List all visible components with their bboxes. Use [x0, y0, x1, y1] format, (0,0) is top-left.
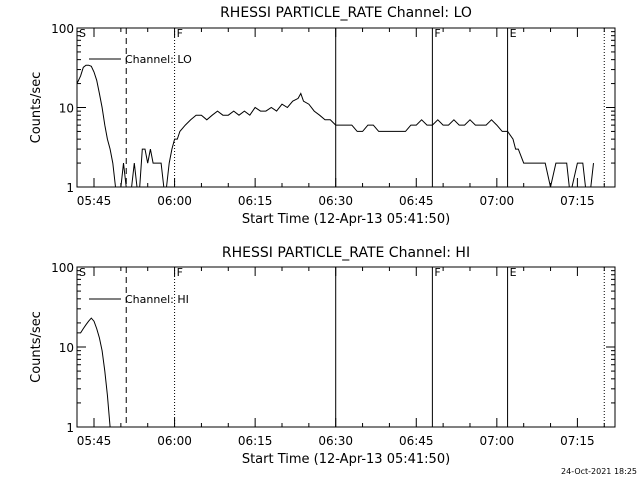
x-tick-label: 06:30	[318, 194, 353, 208]
plot-frame	[76, 266, 616, 428]
x-tick-label: 06:45	[399, 434, 434, 448]
y-tick-label: 100	[51, 22, 74, 36]
x-tick-label: 06:00	[157, 194, 192, 208]
legend-label: Channel: HI	[125, 293, 189, 306]
event-marker-label: F	[434, 266, 440, 279]
y-tick-label: 10	[59, 341, 74, 355]
event-marker-label: F	[177, 266, 183, 279]
event-marker-label: F	[434, 27, 440, 40]
legend-label: Channel: LO	[125, 53, 192, 66]
footer-timestamp: 24-Oct-2021 18:25	[561, 467, 637, 476]
x-tick-label: 05:45	[77, 194, 112, 208]
y-axis-label: Counts/sec	[29, 311, 44, 383]
x-tick-label: 05:45	[77, 434, 112, 448]
y-tick-label: 10	[59, 102, 74, 116]
x-tick-label: 07:00	[480, 194, 515, 208]
x-tick-label: 06:00	[157, 434, 192, 448]
x-tick-label: 07:00	[480, 434, 515, 448]
event-marker-label: E	[510, 266, 517, 279]
chart-title: RHESSI PARTICLE_RATE Channel: LO	[220, 5, 472, 21]
x-tick-label: 07:15	[560, 434, 595, 448]
x-tick-label: 06:45	[399, 194, 434, 208]
y-tick-label: 100	[51, 261, 74, 275]
event-marker-label: E	[510, 27, 517, 40]
x-tick-label: 06:15	[238, 434, 273, 448]
event-marker-label: S	[79, 266, 86, 279]
y-axis-label: Counts/sec	[29, 72, 44, 144]
series-line	[76, 64, 594, 188]
chart-title: RHESSI PARTICLE_RATE Channel: HI	[222, 245, 470, 261]
event-marker-label: S	[79, 27, 86, 40]
x-tick-label: 06:30	[318, 434, 353, 448]
chart-panel-lo: RHESSI PARTICLE_RATE Channel: LO 1 10 100 05…	[29, 5, 616, 227]
y-tick-label: 1	[66, 181, 74, 195]
event-marker-label: F	[177, 27, 183, 40]
x-axis-label: Start Time (12-Apr-13 05:41:50)	[242, 452, 450, 467]
x-axis-label: Start Time (12-Apr-13 05:41:50)	[242, 212, 450, 227]
x-tick-label: 07:15	[560, 194, 595, 208]
y-tick-label: 1	[66, 421, 74, 435]
x-tick-label: 06:15	[238, 194, 273, 208]
series-line	[77, 317, 111, 428]
chart-panel-hi: RHESSI PARTICLE_RATE Channel: HI 1 10 100 05…	[29, 245, 616, 467]
